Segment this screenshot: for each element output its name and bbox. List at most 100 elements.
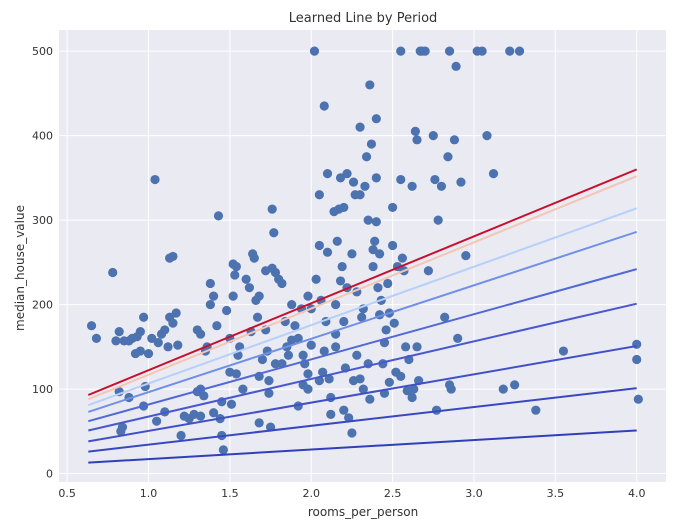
data-point xyxy=(365,394,375,404)
data-point xyxy=(558,346,569,356)
data-point xyxy=(388,202,398,213)
data-point xyxy=(358,384,368,394)
data-point xyxy=(264,388,274,398)
data-point xyxy=(433,215,443,225)
data-point xyxy=(360,181,370,191)
data-point xyxy=(446,384,456,394)
x-axis-label: rooms_per_person xyxy=(308,505,418,519)
data-point xyxy=(461,250,471,261)
data-point xyxy=(195,411,206,421)
data-point xyxy=(335,276,346,286)
data-point xyxy=(355,122,365,132)
data-point xyxy=(348,177,359,187)
data-point xyxy=(444,46,455,56)
learned-lines xyxy=(87,168,638,464)
data-point xyxy=(383,278,393,289)
data-point xyxy=(355,374,365,384)
data-point xyxy=(514,46,525,56)
data-point xyxy=(303,369,313,379)
data-point xyxy=(111,336,121,346)
data-point xyxy=(218,445,228,455)
data-point xyxy=(347,428,357,438)
data-point xyxy=(365,80,375,90)
regression-line xyxy=(88,302,637,432)
data-point xyxy=(352,350,362,360)
data-point xyxy=(152,416,162,426)
regression-line xyxy=(87,168,638,396)
data-point xyxy=(510,380,520,390)
regression-line xyxy=(87,230,638,413)
data-point xyxy=(482,131,492,141)
data-point xyxy=(230,270,240,280)
data-point xyxy=(410,126,420,136)
data-point xyxy=(371,217,381,227)
data-point xyxy=(226,399,237,409)
data-point xyxy=(339,202,349,213)
data-point xyxy=(371,114,381,124)
data-point xyxy=(633,394,643,404)
plot-area xyxy=(59,30,666,482)
data-point xyxy=(231,369,241,379)
data-point xyxy=(407,392,417,403)
data-point xyxy=(213,211,224,221)
y-tick-label: 200 xyxy=(32,299,53,312)
data-point xyxy=(91,333,102,343)
y-tick-label: 500 xyxy=(32,45,53,58)
data-point xyxy=(397,253,407,263)
regression-line xyxy=(88,268,637,423)
data-point xyxy=(389,318,399,328)
data-point xyxy=(373,283,383,293)
data-point xyxy=(407,181,417,191)
data-point xyxy=(388,240,398,251)
data-point xyxy=(160,325,170,335)
data-point xyxy=(440,312,450,322)
data-point xyxy=(277,278,287,289)
data-point xyxy=(339,405,349,415)
regression-line xyxy=(88,387,637,453)
data-point xyxy=(267,204,277,214)
data-point xyxy=(208,408,219,418)
x-tick-labels: 0.5 1.0 1.5 2.0 2.5 3.0 3.5 4.0 xyxy=(58,487,645,500)
data-point xyxy=(381,325,391,335)
data-point xyxy=(498,384,508,394)
data-point xyxy=(306,340,316,350)
data-point xyxy=(420,46,430,56)
y-tick-label: 0 xyxy=(46,468,53,481)
data-point xyxy=(412,342,422,352)
data-point xyxy=(456,177,466,187)
data-point xyxy=(371,173,381,183)
data-point xyxy=(396,174,406,185)
data-point xyxy=(270,359,281,369)
y-tick-label: 400 xyxy=(32,130,53,143)
data-point xyxy=(319,101,329,111)
data-point xyxy=(335,173,346,183)
data-point xyxy=(423,266,434,276)
data-point xyxy=(264,376,274,386)
data-point xyxy=(370,236,380,246)
data-point xyxy=(531,405,541,415)
data-point xyxy=(396,46,406,56)
data-point xyxy=(287,335,297,345)
data-point xyxy=(443,152,453,162)
data-point xyxy=(283,350,294,360)
data-point xyxy=(331,299,341,310)
data-point xyxy=(171,308,181,318)
data-point xyxy=(337,261,347,272)
data-point xyxy=(147,333,157,343)
data-point xyxy=(344,413,354,423)
data-point xyxy=(311,274,321,284)
data-point xyxy=(114,327,124,337)
data-point xyxy=(309,46,320,56)
data-point xyxy=(176,430,186,441)
data-point xyxy=(173,340,183,350)
data-point xyxy=(238,384,248,394)
data-point xyxy=(108,267,118,278)
data-point xyxy=(384,377,394,387)
data-point xyxy=(153,337,163,348)
x-tick-label: 1.0 xyxy=(140,487,158,500)
data-point xyxy=(314,240,324,251)
data-point xyxy=(205,278,215,289)
data-point xyxy=(428,131,438,141)
data-point xyxy=(430,174,440,185)
